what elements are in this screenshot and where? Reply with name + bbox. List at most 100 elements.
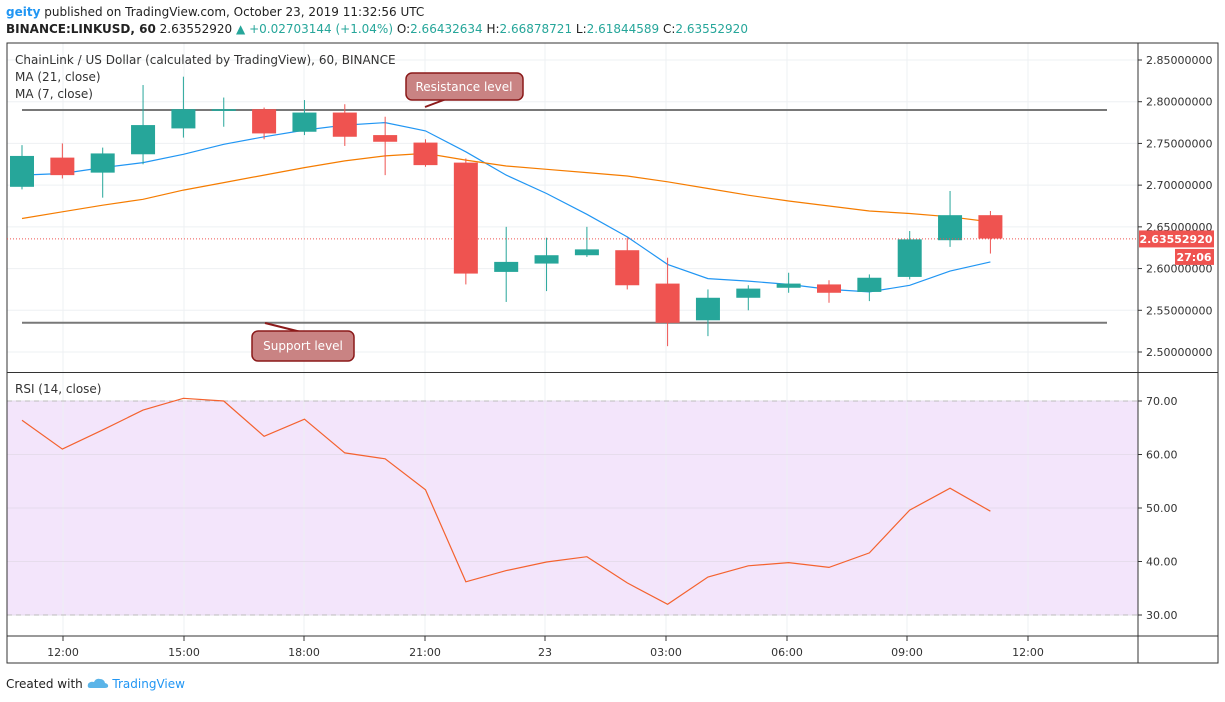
chart-title: ChainLink / US Dollar (calculated by Tra… xyxy=(15,53,396,67)
rsi-tick-label: 30.00 xyxy=(1146,609,1178,622)
resistance-callout[interactable]: Resistance level xyxy=(405,72,524,108)
publish-text: published on TradingView.com, October 23… xyxy=(44,5,425,19)
candle-body xyxy=(171,109,196,129)
candle-body xyxy=(615,250,640,286)
candle[interactable] xyxy=(897,231,922,280)
candle-body xyxy=(574,249,599,256)
candle[interactable] xyxy=(615,237,640,290)
low-value: 2.61844589 xyxy=(586,22,660,36)
candle[interactable] xyxy=(857,274,882,302)
low-label: L: xyxy=(575,22,587,36)
candle-body xyxy=(534,255,559,264)
high-value: 2.66878721 xyxy=(499,22,573,36)
tradingview-link[interactable]: TradingView xyxy=(112,677,185,691)
candle[interactable] xyxy=(494,226,519,302)
candle-body xyxy=(90,153,115,173)
candle-body xyxy=(131,125,156,155)
candle[interactable] xyxy=(695,289,720,337)
candle-body xyxy=(332,112,357,137)
candle-body xyxy=(695,297,720,321)
ma7-legend[interactable]: MA (7, close) xyxy=(15,87,93,101)
time-tick-label: 06:00 xyxy=(771,646,803,659)
price-tick-label: 2.80000000 xyxy=(1146,96,1212,109)
last-price: 2.63552920 xyxy=(159,22,233,36)
candle[interactable] xyxy=(171,76,196,138)
ma21-line xyxy=(21,152,991,223)
time-tick-label: 12:00 xyxy=(1012,646,1044,659)
rsi-legend[interactable]: RSI (14, close) xyxy=(15,382,101,396)
candle-body xyxy=(413,142,438,166)
candle-body xyxy=(10,155,34,187)
candle[interactable] xyxy=(817,280,841,303)
close-label: C: xyxy=(663,22,676,36)
countdown-text: 27:06 xyxy=(1176,251,1211,264)
candle-body xyxy=(817,284,841,293)
candle[interactable] xyxy=(413,139,438,167)
candle[interactable] xyxy=(534,237,559,292)
candles xyxy=(10,76,1003,347)
price-tick-label: 2.75000000 xyxy=(1146,137,1212,150)
candle[interactable] xyxy=(453,158,478,285)
candle[interactable] xyxy=(90,147,115,198)
open-value: 2.66432634 xyxy=(410,22,483,36)
candle[interactable] xyxy=(776,272,801,293)
candle[interactable] xyxy=(50,143,75,179)
time-tick-label: 12:00 xyxy=(47,646,79,659)
open-label: O: xyxy=(396,22,411,36)
time-axis-labels: 12:00 15:00 18:00 21:00 23 03:00 06:00 09:00 12:… xyxy=(47,636,1044,659)
high-label: H: xyxy=(486,22,500,36)
candle-body xyxy=(252,109,277,134)
candle[interactable] xyxy=(655,257,680,347)
countdown-badge: 27:06 xyxy=(1175,248,1214,265)
price-change: +0.02703144 (+1.04%) xyxy=(249,22,393,36)
support-callout[interactable]: Support level xyxy=(251,322,355,362)
ohlc-bar: BINANCE:LINKUSD, 60 2.63552920 ▲ +0.0270… xyxy=(6,22,748,36)
candle[interactable] xyxy=(574,226,599,257)
rsi-tick-label: 60.00 xyxy=(1146,449,1178,462)
candle[interactable] xyxy=(131,85,156,165)
time-tick-label: 15:00 xyxy=(168,646,200,659)
rsi-axis-labels: 70.00 60.00 50.00 40.00 30.00 xyxy=(1138,395,1178,622)
close-value: 2.63552920 xyxy=(675,22,748,36)
candle[interactable] xyxy=(252,107,277,140)
candle-body xyxy=(655,283,680,323)
time-tick-label: 18:00 xyxy=(288,646,320,659)
chart-frame xyxy=(6,42,1219,664)
rsi-tick-label: 40.00 xyxy=(1146,556,1178,569)
price-tick-label: 2.85000000 xyxy=(1146,54,1212,67)
rsi-line xyxy=(21,397,991,605)
price-tick-label: 2.70000000 xyxy=(1146,179,1212,192)
candle[interactable] xyxy=(211,97,236,127)
candle[interactable] xyxy=(373,116,398,176)
price-tick-label: 2.60000000 xyxy=(1146,263,1212,276)
candle-body xyxy=(736,288,761,298)
time-tick-label: 03:00 xyxy=(650,646,682,659)
publish-info: geity published on TradingView.com, Octo… xyxy=(6,5,424,19)
up-arrow-icon: ▲ xyxy=(236,22,246,36)
candle-body xyxy=(857,277,882,292)
ma21-legend[interactable]: MA (21, close) xyxy=(15,70,101,84)
candle[interactable] xyxy=(736,285,761,311)
resistance-label: Resistance level xyxy=(415,80,512,94)
current-price-badge: 2.63552920 xyxy=(1139,230,1214,248)
time-tick-label: 23 xyxy=(538,646,552,659)
price-tick-label: 2.50000000 xyxy=(1146,346,1212,359)
price-tick-label: 2.55000000 xyxy=(1146,304,1212,317)
time-tick-label: 09:00 xyxy=(891,646,923,659)
candle-body xyxy=(453,162,478,274)
author-name[interactable]: geity xyxy=(6,5,41,19)
candle-body xyxy=(494,261,519,272)
candle[interactable] xyxy=(332,104,357,146)
candle[interactable] xyxy=(978,211,1003,254)
price-axis-labels: 2.85000000 2.80000000 2.75000000 2.70000000… xyxy=(1138,54,1212,359)
candle-body xyxy=(50,157,75,176)
candle-body xyxy=(938,215,963,241)
candle[interactable] xyxy=(938,190,963,247)
footer: Created with TradingView xyxy=(6,677,185,691)
candle-body xyxy=(897,239,922,277)
candle-body xyxy=(292,112,317,132)
candle[interactable] xyxy=(292,100,317,136)
time-tick-label: 21:00 xyxy=(409,646,441,659)
candle[interactable] xyxy=(10,145,34,190)
